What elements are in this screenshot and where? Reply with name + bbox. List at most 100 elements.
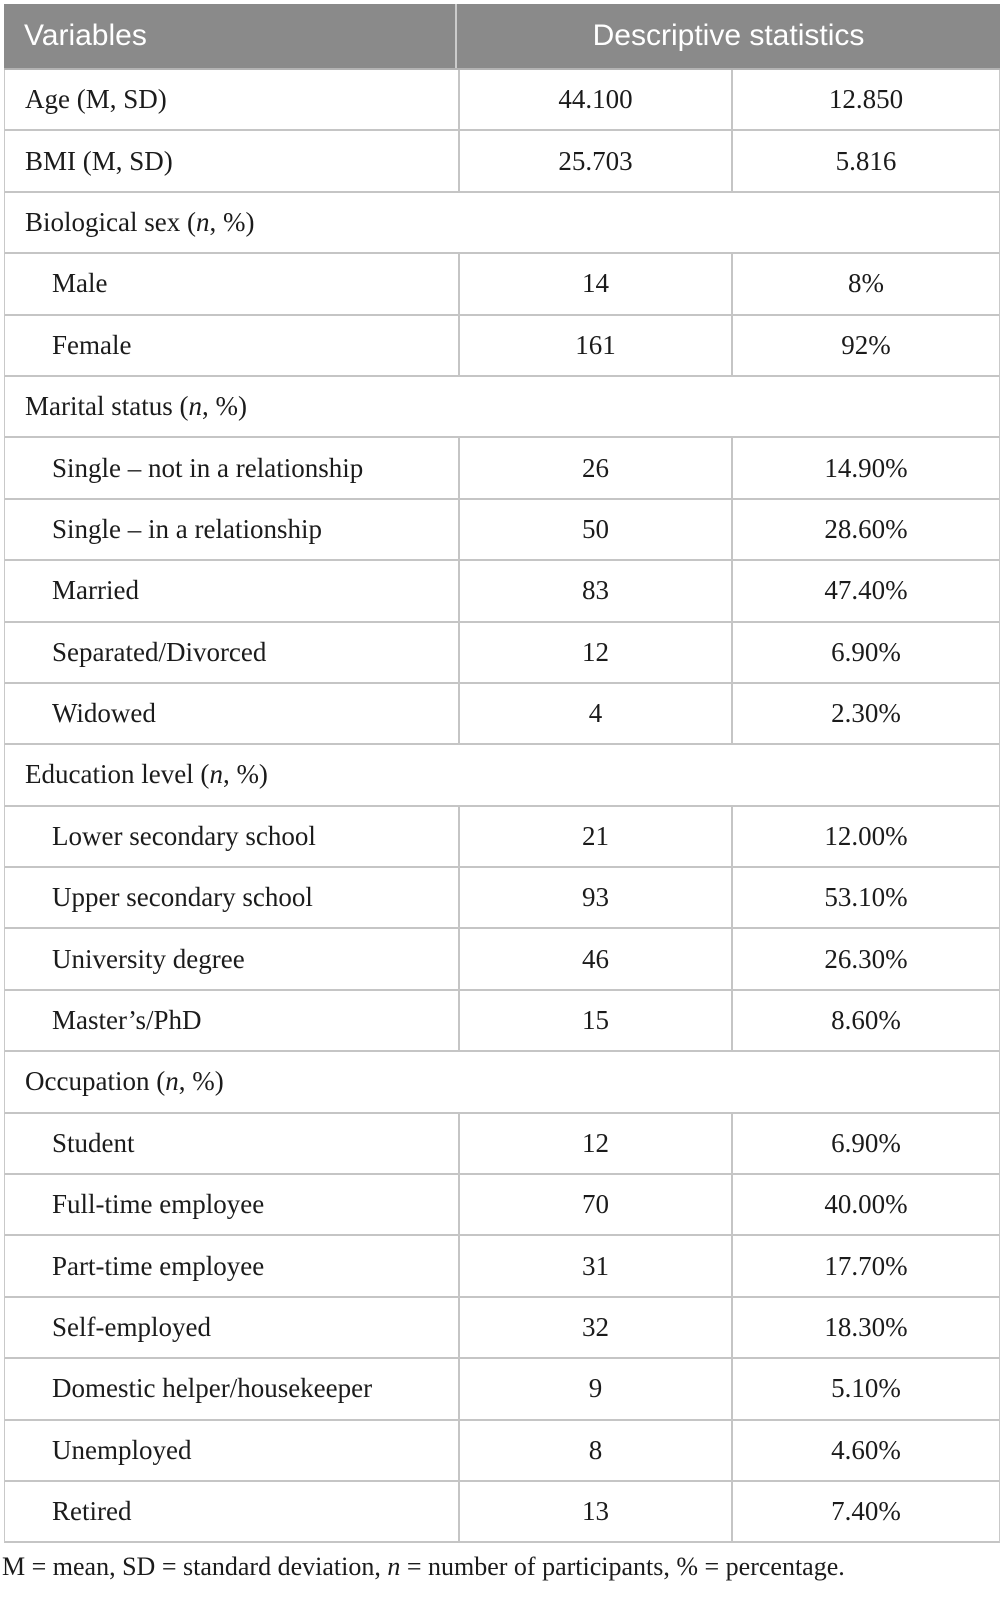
text-segment: Occupation ( bbox=[25, 1066, 166, 1097]
stat-value-cell-2: 7.40% bbox=[731, 1481, 999, 1542]
stat-value-cell-1: 93 bbox=[458, 868, 731, 928]
stat-value-cell-1: 9 bbox=[458, 1359, 731, 1419]
section-label-cell: Education level (n, %) bbox=[5, 745, 999, 804]
text-segment: Single – in a relationship bbox=[52, 513, 322, 544]
text-segment: Upper secondary school bbox=[52, 882, 313, 913]
text-segment: Unemployed bbox=[52, 1434, 192, 1465]
stat-value-cell-1: 26 bbox=[458, 438, 731, 498]
variable-label-cell: Self-employed bbox=[5, 1298, 458, 1357]
text-segment: Biological sex ( bbox=[25, 206, 196, 237]
variable-label-cell: Lower secondary school bbox=[5, 807, 458, 866]
italic-symbol: n bbox=[387, 1552, 401, 1581]
table-row: Master’s/PhD 15 8.60% bbox=[4, 990, 1000, 1053]
stat-value-cell-2: 8% bbox=[731, 254, 999, 314]
stat-value-cell-2: 53.10% bbox=[731, 868, 999, 928]
text-segment: , %) bbox=[201, 391, 247, 422]
variable-label-cell: Unemployed bbox=[5, 1421, 458, 1480]
section-header-row: Biological sex (n, %) bbox=[4, 192, 1000, 255]
stat-value-cell-2: 18.30% bbox=[731, 1297, 999, 1358]
table-header-row: Variables Descriptive statistics bbox=[4, 4, 1000, 70]
section-header-row: Marital status (n, %) bbox=[4, 376, 1000, 439]
stat-value-cell-2: 2.30% bbox=[731, 683, 999, 744]
stat-value-cell-1: 15 bbox=[458, 990, 731, 1051]
stat-value-cell-1: 46 bbox=[458, 929, 731, 989]
section-label-cell: Occupation (n, %) bbox=[5, 1052, 999, 1111]
stat-value-cell-2: 26.30% bbox=[731, 929, 999, 989]
stat-value-cell-2: 92% bbox=[731, 315, 999, 375]
stat-value-cell-2: 5.816 bbox=[731, 131, 999, 191]
text-segment: Full-time employee bbox=[52, 1189, 265, 1220]
italic-symbol: n bbox=[165, 1066, 179, 1097]
section-header-row: Occupation (n, %) bbox=[4, 1052, 1000, 1114]
stat-value-cell-2: 28.60% bbox=[731, 499, 999, 560]
table-row: Male 14 8% bbox=[4, 254, 1000, 316]
text-segment: , %) bbox=[209, 206, 255, 237]
table-row: Single – in a relationship 50 28.60% bbox=[4, 499, 1000, 562]
stat-value-cell-2: 17.70% bbox=[731, 1236, 999, 1296]
text-segment: BMI (M, SD) bbox=[25, 145, 173, 176]
text-segment: Age (M, SD) bbox=[25, 84, 167, 115]
stat-value-cell-2: 14.90% bbox=[731, 438, 999, 498]
variable-label-cell: Full-time employee bbox=[5, 1175, 458, 1234]
stat-value-cell-2: 12.850 bbox=[731, 70, 999, 130]
variable-label-cell: Age (M, SD) bbox=[5, 70, 458, 129]
text-segment: Self-employed bbox=[52, 1312, 211, 1342]
stat-value-cell-2: 6.90% bbox=[731, 1113, 999, 1174]
stat-value-cell-2: 6.90% bbox=[731, 622, 999, 682]
table-row: Female 161 92% bbox=[4, 315, 1000, 377]
variable-label-cell: Single – in a relationship bbox=[5, 500, 458, 559]
variable-label-cell: Student bbox=[5, 1114, 458, 1173]
stat-value-cell-2: 47.40% bbox=[731, 561, 999, 621]
section-header-row: Education level (n, %) bbox=[4, 745, 1000, 807]
section-label-cell: Biological sex (n, %) bbox=[5, 193, 999, 252]
text-segment: Single – not in a relationship bbox=[52, 452, 364, 483]
table-row: Widowed 4 2.30% bbox=[4, 683, 1000, 746]
italic-symbol: n bbox=[209, 759, 223, 790]
stat-value-cell-1: 21 bbox=[458, 806, 731, 867]
stat-value-cell-1: 8 bbox=[458, 1420, 731, 1480]
text-segment: Part-time employee bbox=[52, 1250, 265, 1281]
table-row: Part-time employee 31 17.70% bbox=[4, 1236, 1000, 1298]
stat-value-cell-2: 5.10% bbox=[731, 1359, 999, 1419]
column-header-variables: Variables bbox=[4, 4, 457, 68]
table-body: Age (M, SD) 44.100 12.850 BMI (M, SD) 25.703… bbox=[4, 70, 1000, 1544]
table-row: BMI (M, SD) 25.703 5.816 bbox=[4, 131, 1000, 193]
table-row: Self-employed 32 18.30% bbox=[4, 1297, 1000, 1360]
variable-label-cell: Domestic helper/housekeeper bbox=[5, 1359, 458, 1418]
text-segment: Married bbox=[52, 575, 139, 606]
stat-value-cell-1: 31 bbox=[458, 1236, 731, 1296]
variable-label-cell: Single – not in a relationship bbox=[5, 438, 458, 497]
table-row: Domestic helper/housekeeper 9 5.10% bbox=[4, 1359, 1000, 1421]
text-segment: , %) bbox=[222, 759, 268, 790]
section-label-cell: Marital status (n, %) bbox=[5, 377, 999, 436]
variable-label-cell: Male bbox=[5, 254, 458, 313]
table-row: Separated/Divorced 12 6.90% bbox=[4, 622, 1000, 684]
variable-label-cell: Part-time employee bbox=[5, 1236, 458, 1295]
table-row: Age (M, SD) 44.100 12.850 bbox=[4, 70, 1000, 132]
table-row: Single – not in a relationship 26 14.90% bbox=[4, 438, 1000, 500]
variable-label-cell: Separated/Divorced bbox=[5, 623, 458, 682]
stat-value-cell-1: 161 bbox=[458, 315, 731, 375]
stat-value-cell-1: 13 bbox=[458, 1481, 731, 1542]
text-segment: , %) bbox=[178, 1066, 224, 1097]
column-header-descriptive-statistics: Descriptive statistics bbox=[592, 19, 865, 52]
variable-label-cell: Upper secondary school bbox=[5, 868, 458, 927]
table-row: Full-time employee 70 40.00% bbox=[4, 1175, 1000, 1237]
stat-value-cell-1: 25.703 bbox=[458, 131, 731, 191]
text-segment: = number of participants, % = percentage… bbox=[400, 1552, 845, 1581]
stat-value-cell-2: 12.00% bbox=[731, 806, 999, 867]
variable-label-cell: BMI (M, SD) bbox=[5, 131, 458, 190]
italic-symbol: n bbox=[188, 391, 202, 422]
text-segment: Female bbox=[52, 329, 132, 360]
text-segment: University degree bbox=[52, 943, 245, 974]
table-row: Retired 13 7.40% bbox=[4, 1481, 1000, 1544]
text-segment: Student bbox=[52, 1127, 135, 1158]
stat-value-cell-1: 12 bbox=[458, 1113, 731, 1174]
text-segment: Education level ( bbox=[25, 759, 210, 790]
variable-label-cell: Married bbox=[5, 561, 458, 620]
table-row: Married 83 47.40% bbox=[4, 561, 1000, 623]
stat-value-cell-2: 8.60% bbox=[731, 990, 999, 1051]
table-footnote: M = mean, SD = standard deviation, n = n… bbox=[2, 1550, 1002, 1584]
stat-value-cell-1: 14 bbox=[458, 254, 731, 314]
